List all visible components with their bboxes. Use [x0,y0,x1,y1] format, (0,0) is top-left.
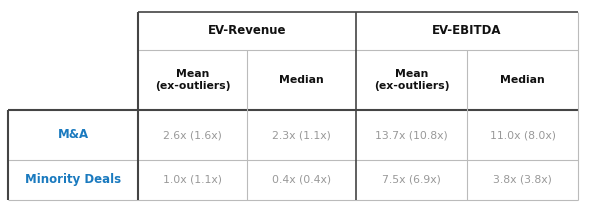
Text: Mean
(ex-outliers): Mean (ex-outliers) [155,69,230,91]
Text: Mean
(ex-outliers): Mean (ex-outliers) [374,69,449,91]
Text: Minority Deals: Minority Deals [25,173,121,186]
Text: M&A: M&A [58,129,89,141]
Text: Median: Median [500,75,545,85]
Text: EV-Revenue: EV-Revenue [208,24,286,37]
Text: 3.8x (3.8x): 3.8x (3.8x) [493,175,552,185]
Text: Median: Median [279,75,324,85]
Text: 7.5x (6.9x): 7.5x (6.9x) [382,175,441,185]
Text: 1.0x (1.1x): 1.0x (1.1x) [163,175,222,185]
Text: 2.6x (1.6x): 2.6x (1.6x) [163,130,222,140]
Text: 2.3x (1.1x): 2.3x (1.1x) [272,130,331,140]
Text: 0.4x (0.4x): 0.4x (0.4x) [272,175,331,185]
Text: 13.7x (10.8x): 13.7x (10.8x) [375,130,448,140]
Text: EV-EBITDA: EV-EBITDA [432,24,502,37]
Text: 11.0x (8.0x): 11.0x (8.0x) [489,130,555,140]
